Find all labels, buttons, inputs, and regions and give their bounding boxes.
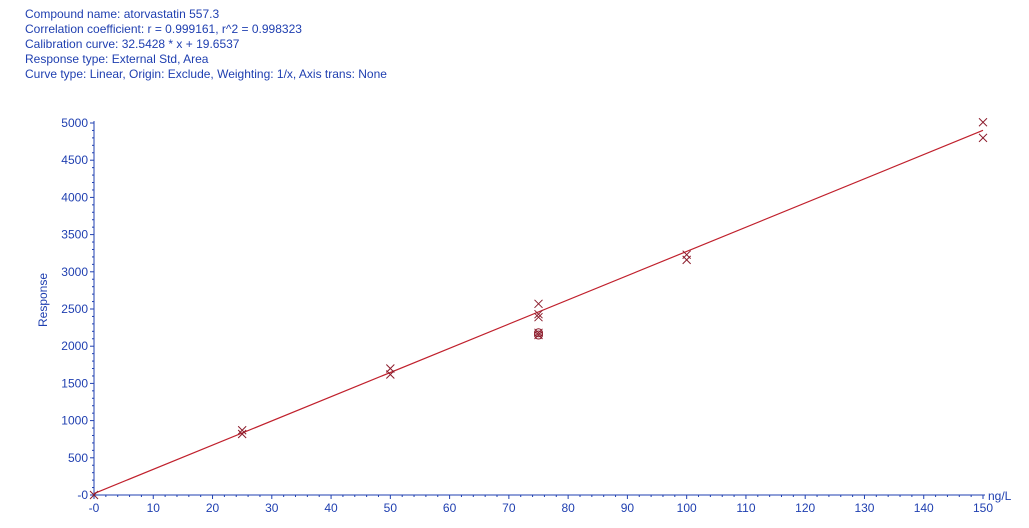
x-tick-label: 120	[795, 501, 815, 515]
data-point-x	[237, 429, 247, 439]
y-tick-label: 3500	[61, 228, 88, 242]
y-tick-label: 2000	[61, 339, 88, 353]
curve-type: Curve type: Linear, Origin: Exclude, Wei…	[25, 67, 387, 81]
y-axis-label: Response	[36, 273, 50, 327]
y-tick-label: 5000	[61, 116, 88, 130]
data-points-group	[89, 117, 988, 500]
response-type: Response type: External Std, Area	[25, 52, 209, 66]
correlation-coefficient: Correlation coefficient: r = 0.999161, r…	[25, 22, 302, 36]
x-tick-label: 100	[677, 501, 697, 515]
x-tick-label: 90	[621, 501, 635, 515]
x-tick-label: 80	[561, 501, 575, 515]
data-point-x	[89, 490, 99, 500]
calibration-fit-line	[93, 129, 984, 495]
data-point-x	[534, 312, 543, 322]
compound-name: Compound name: atorvastatin 557.3	[25, 7, 220, 21]
compound-info-header: Compound name: atorvastatin 557.3 Correl…	[25, 7, 387, 82]
data-point-x	[978, 133, 988, 143]
data-point-x	[534, 309, 543, 319]
y-tick-label: 500	[68, 451, 88, 465]
y-tick-label: 4000	[61, 190, 88, 204]
x-tick-label: 150	[973, 501, 993, 515]
x-tick-label: -0	[89, 501, 100, 515]
x-tick-label: 110	[736, 501, 755, 515]
data-point-excluded	[534, 330, 543, 340]
data-point-excluded	[534, 328, 543, 338]
x-tick-label: 10	[147, 501, 161, 515]
calibration-curve: Calibration curve: 32.5428 * x + 19.6537	[25, 37, 240, 51]
x-tick-label: 130	[854, 501, 874, 515]
x-tick-label: 60	[443, 501, 457, 515]
data-point-x	[978, 117, 988, 127]
y-tick-label: 1000	[61, 414, 88, 428]
y-tick-label: 4500	[61, 153, 88, 167]
x-tick-label: 50	[384, 501, 398, 515]
y-tick-label: 3000	[61, 265, 88, 279]
x-tick-label: 70	[502, 501, 516, 515]
fit-line-group	[93, 129, 984, 495]
data-point-x	[534, 299, 543, 309]
x-tick-label: 40	[324, 501, 338, 515]
x-tick-label: 30	[265, 501, 279, 515]
x-tick-label: 140	[914, 501, 934, 515]
data-point-x	[682, 255, 692, 265]
data-point-x	[385, 370, 395, 379]
x-axis-unit-label: ng/L	[988, 489, 1012, 503]
x-tick-label: 20	[206, 501, 220, 515]
y-tick-label: 2500	[61, 302, 88, 316]
axes: -0 500 1000 1500 2000 2500 3000 3500 4000 4500 500…	[61, 116, 993, 515]
y-tick-label: 1500	[61, 376, 88, 390]
y-tick-label: -0	[77, 488, 88, 502]
data-point-x	[237, 425, 247, 435]
